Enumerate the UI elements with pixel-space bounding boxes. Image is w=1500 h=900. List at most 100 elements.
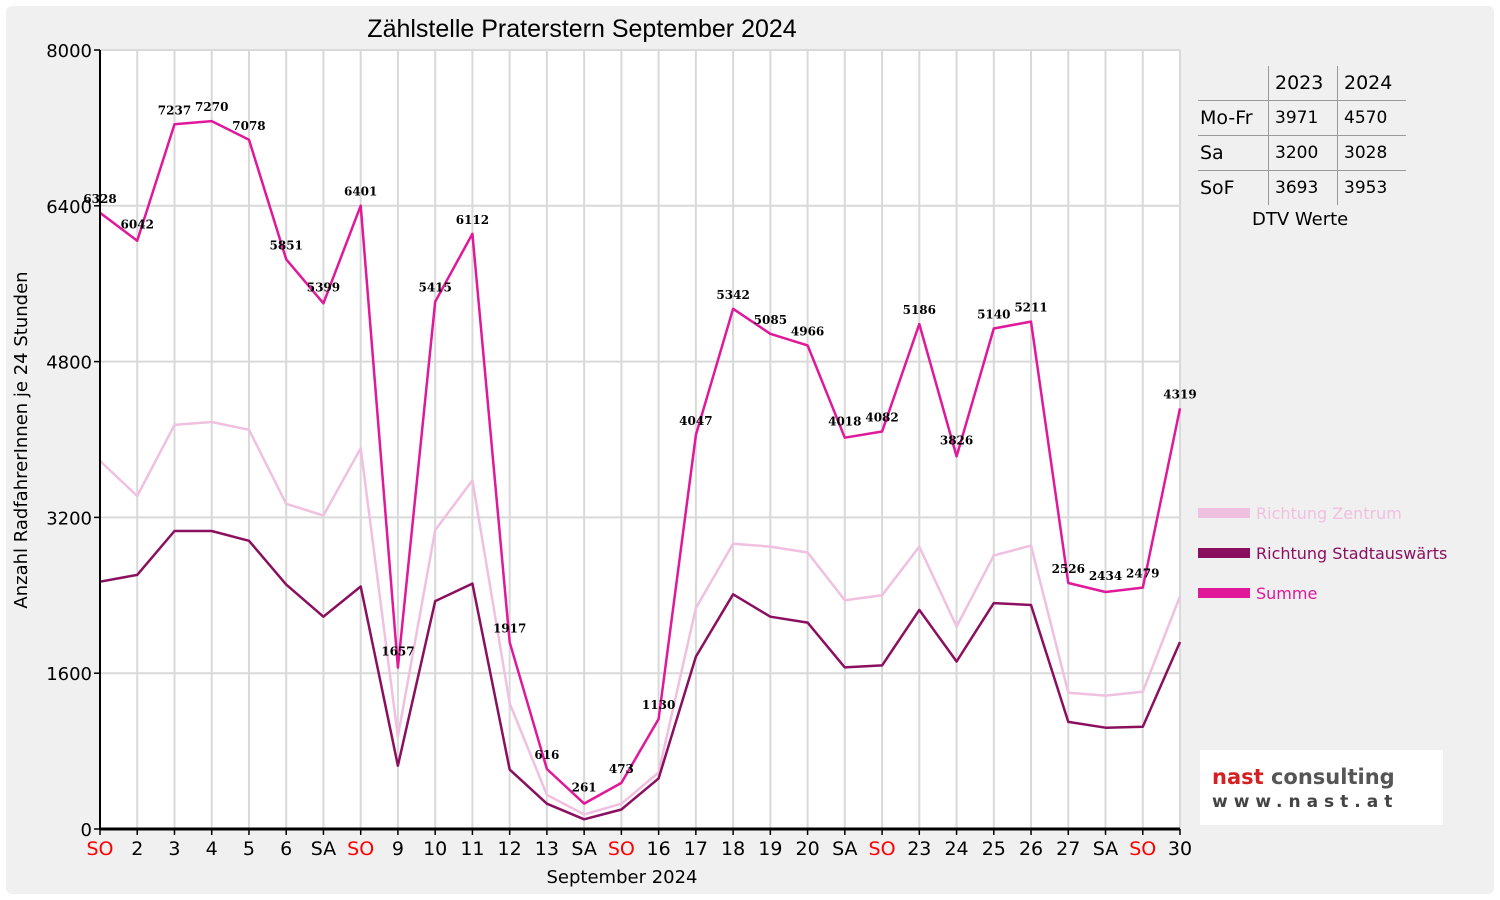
y-tick-label: 1600 xyxy=(46,664,92,685)
summe-data-label: 5186 xyxy=(903,303,936,317)
x-tick-label: 9 xyxy=(392,838,404,860)
plot-area xyxy=(100,50,1180,829)
dtv-cell: 3953 xyxy=(1337,170,1406,205)
summe-data-label: 616 xyxy=(534,748,559,762)
summe-data-label: 2434 xyxy=(1089,569,1122,583)
dtv-corner xyxy=(1198,66,1269,101)
x-tick-label: 18 xyxy=(721,838,745,860)
y-tick-label: 4800 xyxy=(46,353,92,374)
dtv-row-sof: SoF 3693 3953 xyxy=(1198,170,1406,205)
series-stadtauswaerts-line xyxy=(99,529,1182,821)
summe-data-label: 5085 xyxy=(754,313,787,327)
grid xyxy=(100,49,1181,829)
x-tick-label: 6 xyxy=(280,838,292,860)
dtv-table: 2023 2024 Mo-Fr 3971 4570 Sa 3200 3028 S… xyxy=(1198,66,1406,205)
summe-data-label: 2526 xyxy=(1052,562,1085,576)
summe-data-label: 4047 xyxy=(679,414,712,428)
y-tick-label: 0 xyxy=(81,820,92,841)
x-axis-title: September 2024 xyxy=(546,867,697,888)
company-logo: nast consulting www.nast.at xyxy=(1200,750,1443,825)
x-tick-label: 17 xyxy=(684,838,708,860)
legend-item-stadtauswaerts: Richtung Stadtauswärts xyxy=(1198,533,1447,573)
legend-swatch-summe xyxy=(1198,588,1250,598)
x-tick-label: 12 xyxy=(498,838,522,860)
x-tick-label: SO xyxy=(347,838,374,860)
x-tick-label: SA xyxy=(1093,838,1118,860)
x-tick-label: SO xyxy=(86,838,113,860)
logo-name-part2: consulting xyxy=(1263,765,1395,789)
dtv-row-mofr: Mo-Fr 3971 4570 xyxy=(1198,100,1406,136)
summe-data-label: 4082 xyxy=(865,411,898,425)
y-tick-label: 6400 xyxy=(46,197,92,218)
summe-data-label: 5140 xyxy=(977,307,1010,321)
summe-data-label: 4319 xyxy=(1163,387,1196,401)
x-tick-label: SO xyxy=(869,838,896,860)
dtv-header-2024: 2024 xyxy=(1337,66,1406,101)
legend: Richtung Zentrum Richtung Stadtauswärts … xyxy=(1198,493,1447,613)
legend-label-stadtauswaerts: Richtung Stadtauswärts xyxy=(1256,543,1448,563)
summe-data-label: 3826 xyxy=(940,433,973,447)
dtv-header-row: 2023 2024 xyxy=(1198,66,1406,101)
x-tick-label: 3 xyxy=(168,838,180,860)
x-tick-label: 11 xyxy=(460,838,484,860)
legend-swatch-stadtauswaerts xyxy=(1198,548,1250,558)
logo-name: nast consulting xyxy=(1212,765,1395,789)
x-tick-label: 5 xyxy=(243,838,255,860)
x-tick-label: SA xyxy=(571,838,596,860)
x-tick-label: SO xyxy=(1129,838,1156,860)
legend-item-zentrum: Richtung Zentrum xyxy=(1198,493,1447,533)
legend-label-summe: Summe xyxy=(1256,583,1318,603)
x-tick-label: 26 xyxy=(1019,838,1043,860)
summe-data-label: 1130 xyxy=(642,698,675,712)
series-summe-line xyxy=(99,119,1182,805)
x-tick-label: 27 xyxy=(1056,838,1080,860)
y-axis-title: Anzahl RadfahrerInnen je 24 Stunden xyxy=(11,271,32,608)
summe-data-label: 1917 xyxy=(493,621,526,635)
x-tick-label: 13 xyxy=(535,838,559,860)
x-tick-label: SA xyxy=(832,838,857,860)
x-tick-label: SA xyxy=(311,838,336,860)
x-tick-label: 25 xyxy=(982,838,1006,860)
summe-data-label: 6042 xyxy=(121,218,154,232)
dtv-header-2023: 2023 xyxy=(1268,66,1338,101)
legend-swatch-zentrum xyxy=(1198,508,1250,518)
series-zentrum-line xyxy=(99,420,1182,816)
dtv-cell: 3200 xyxy=(1268,135,1338,171)
dtv-row-sa: Sa 3200 3028 xyxy=(1198,135,1406,171)
dtv-cell: 3971 xyxy=(1268,100,1338,136)
dtv-cell: 4570 xyxy=(1337,100,1406,136)
logo-name-part1: nast xyxy=(1212,765,1264,789)
summe-data-label: 5399 xyxy=(307,280,340,294)
dtv-row-label: SoF xyxy=(1198,170,1269,205)
x-tick-label: 30 xyxy=(1168,838,1192,860)
legend-item-summe: Summe xyxy=(1198,573,1447,613)
summe-data-label: 7270 xyxy=(195,100,228,114)
dtv-row-label: Sa xyxy=(1198,135,1269,171)
y-tick-label: 8000 xyxy=(46,41,92,62)
summe-data-label: 5211 xyxy=(1014,301,1047,315)
summe-data-label: 7237 xyxy=(158,103,191,117)
x-tick-label: SO xyxy=(608,838,635,860)
dtv-row-label: Mo-Fr xyxy=(1198,100,1269,136)
data-labels: 6328604272377270707858515399640116575415… xyxy=(83,100,1196,795)
dtv-cell: 3028 xyxy=(1337,135,1406,171)
summe-data-label: 5342 xyxy=(716,288,749,302)
summe-data-label: 4966 xyxy=(791,324,824,338)
summe-data-label: 2479 xyxy=(1126,567,1159,581)
summe-data-label: 6401 xyxy=(344,185,377,199)
summe-data-label: 5851 xyxy=(270,238,303,252)
y-tick-label: 3200 xyxy=(46,508,92,529)
chart-title: Zählstelle Praterstern September 2024 xyxy=(367,15,796,43)
summe-data-label: 7078 xyxy=(232,119,265,133)
summe-data-label: 1657 xyxy=(381,645,414,659)
logo-url: www.nast.at xyxy=(1212,792,1399,812)
summe-data-label: 473 xyxy=(609,762,634,776)
summe-data-label: 4018 xyxy=(828,415,861,429)
summe-data-label: 261 xyxy=(572,781,597,795)
x-tick-label: 4 xyxy=(206,838,218,860)
series-lines xyxy=(99,119,1182,821)
x-tick-label: 10 xyxy=(423,838,447,860)
dtv-caption: DTV Werte xyxy=(1252,209,1349,230)
